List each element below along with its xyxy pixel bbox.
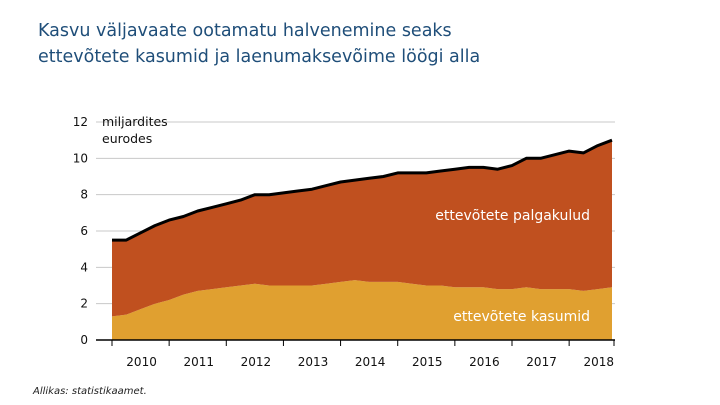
y-tick-label-10: 10 xyxy=(73,151,88,165)
series-label-kasumid: ettevõtete kasumid xyxy=(453,309,590,325)
chart-title: Kasvu väljavaate ootamatu halvenemine se… xyxy=(38,18,558,70)
x-tick-label-2013: 2013 xyxy=(298,355,329,369)
y-tick-label-12: 12 xyxy=(73,115,88,129)
area-series-2 xyxy=(112,140,612,317)
x-tick-label-2010: 2010 xyxy=(126,355,157,369)
x-tick-label-2018: 2018 xyxy=(583,355,614,369)
title-line-1: Kasvu väljavaate ootamatu halvenemine se… xyxy=(38,21,452,41)
series-label-palgakulud: ettevõtete palgakulud xyxy=(435,208,590,224)
y-tick-label-4: 4 xyxy=(80,260,88,274)
y-unit-label-2: eurodes xyxy=(102,131,152,146)
x-tick-label-2014: 2014 xyxy=(355,355,386,369)
source-note: Allikas: statistikaamet. xyxy=(33,386,147,397)
title-line-2: ettevõtete kasumid ja laenumaksevõime lö… xyxy=(38,47,481,67)
x-tick-label-2011: 2011 xyxy=(183,355,214,369)
x-tick-label-2015: 2015 xyxy=(412,355,443,369)
total-line xyxy=(112,138,613,242)
y-tick-label-6: 6 xyxy=(80,224,88,238)
area-series-1 xyxy=(112,280,612,340)
y-tick-label-0: 0 xyxy=(80,333,88,347)
x-tick-label-2012: 2012 xyxy=(241,355,272,369)
y-tick-label-2: 2 xyxy=(80,297,88,311)
y-tick-label-8: 8 xyxy=(80,188,88,202)
y-unit-label-1: miljardites xyxy=(102,114,168,129)
x-tick-label-2016: 2016 xyxy=(469,355,500,369)
x-tick-label-2017: 2017 xyxy=(526,355,557,369)
